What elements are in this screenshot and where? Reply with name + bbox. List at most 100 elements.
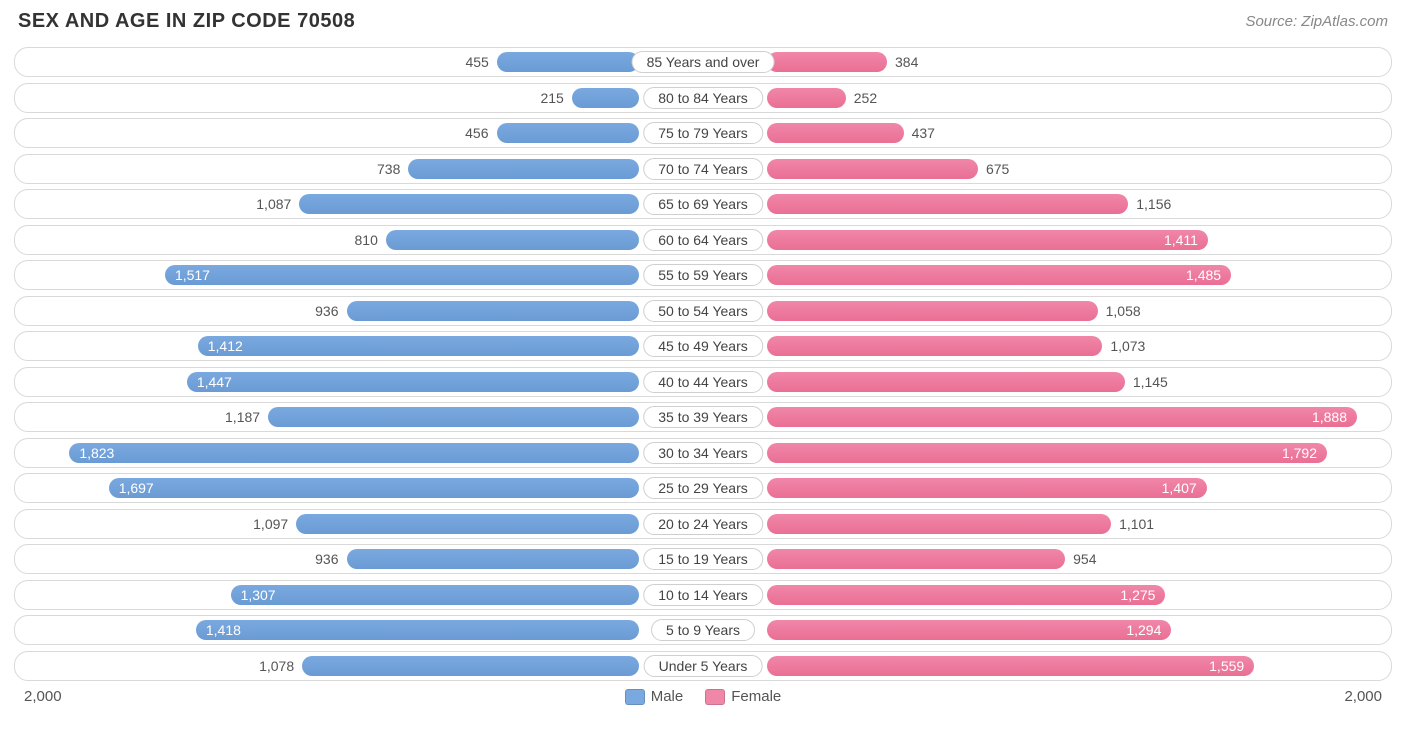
age-group-label: 20 to 24 Years xyxy=(643,513,763,535)
pyramid-row: 456 437 75 to 79 Years xyxy=(14,118,1392,148)
female-bar xyxy=(767,549,1065,569)
age-group-label: Under 5 Years xyxy=(644,655,763,677)
male-bar xyxy=(497,123,640,143)
female-bar: 1,411 xyxy=(767,230,1208,250)
legend-swatch-female xyxy=(705,689,725,705)
female-value: 675 xyxy=(978,161,1017,177)
pyramid-row: 1,087 1,156 65 to 69 Years xyxy=(14,189,1392,219)
female-value: 1,888 xyxy=(1312,409,1347,425)
age-group-label: 75 to 79 Years xyxy=(643,122,763,144)
male-value: 1,412 xyxy=(208,338,243,354)
female-value: 1,073 xyxy=(1102,338,1153,354)
male-value: 456 xyxy=(457,125,496,141)
age-group-label: 15 to 19 Years xyxy=(643,548,763,570)
female-value: 1,559 xyxy=(1209,658,1244,674)
male-bar: 1,412 xyxy=(198,336,639,356)
male-bar xyxy=(347,549,640,569)
female-bar xyxy=(767,88,846,108)
male-bar xyxy=(347,301,640,321)
female-value: 384 xyxy=(887,54,926,70)
female-bar xyxy=(767,123,904,143)
female-value: 1,485 xyxy=(1186,267,1221,283)
age-group-label: 25 to 29 Years xyxy=(643,477,763,499)
age-group-label: 85 Years and over xyxy=(632,51,775,73)
age-group-label: 60 to 64 Years xyxy=(643,229,763,251)
female-bar xyxy=(767,514,1111,534)
female-bar: 1,407 xyxy=(767,478,1207,498)
age-group-label: 65 to 69 Years xyxy=(643,193,763,215)
age-group-label: 80 to 84 Years xyxy=(643,87,763,109)
pyramid-row: 1,697 1,407 25 to 29 Years xyxy=(14,473,1392,503)
chart-footer: 2,000 Male Female 2,000 xyxy=(14,686,1392,705)
male-bar: 1,447 xyxy=(187,372,639,392)
male-value: 1,078 xyxy=(251,658,302,674)
female-bar xyxy=(767,159,978,179)
male-value: 1,517 xyxy=(175,267,210,283)
female-bar: 1,294 xyxy=(767,620,1171,640)
pyramid-row: 738 675 70 to 74 Years xyxy=(14,154,1392,184)
female-bar: 1,559 xyxy=(767,656,1254,676)
population-pyramid-chart: 455 384 85 Years and over 215 252 80 to 84 Ye… xyxy=(14,47,1392,681)
female-bar: 1,888 xyxy=(767,407,1357,427)
age-group-label: 55 to 59 Years xyxy=(643,264,763,286)
male-value: 1,187 xyxy=(217,409,268,425)
male-value: 1,087 xyxy=(248,196,299,212)
male-bar xyxy=(572,88,639,108)
legend: Male Female xyxy=(62,688,1345,705)
female-bar xyxy=(767,194,1128,214)
pyramid-row: 1,078 1,559 Under 5 Years xyxy=(14,651,1392,681)
female-value: 1,792 xyxy=(1282,445,1317,461)
source-attribution: Source: ZipAtlas.com xyxy=(1245,13,1388,30)
male-value: 1,447 xyxy=(197,374,232,390)
female-bar xyxy=(767,336,1102,356)
male-value: 936 xyxy=(307,551,346,567)
male-value: 215 xyxy=(532,90,571,106)
legend-swatch-male xyxy=(625,689,645,705)
pyramid-row: 1,4181,2945 to 9 Years xyxy=(14,615,1392,645)
chart-header: SEX AND AGE IN ZIP CODE 70508 Source: Zi… xyxy=(14,10,1392,33)
male-bar xyxy=(497,52,639,72)
female-bar: 1,485 xyxy=(767,265,1231,285)
female-value: 1,294 xyxy=(1126,622,1161,638)
female-bar: 1,275 xyxy=(767,585,1165,605)
male-bar: 1,697 xyxy=(109,478,639,498)
pyramid-row: 1,412 1,073 45 to 49 Years xyxy=(14,331,1392,361)
male-value: 455 xyxy=(457,54,496,70)
pyramid-row: 1,3071,27510 to 14 Years xyxy=(14,580,1392,610)
male-value: 1,823 xyxy=(79,445,114,461)
legend-item-female: Female xyxy=(705,688,781,705)
age-group-label: 50 to 54 Years xyxy=(643,300,763,322)
female-bar: 1,792 xyxy=(767,443,1327,463)
female-value: 252 xyxy=(846,90,885,106)
age-group-label: 5 to 9 Years xyxy=(651,619,755,641)
female-bar xyxy=(767,372,1125,392)
female-value: 1,275 xyxy=(1120,587,1155,603)
age-group-label: 70 to 74 Years xyxy=(643,158,763,180)
female-value: 1,407 xyxy=(1162,480,1197,496)
male-bar xyxy=(299,194,639,214)
male-value: 1,307 xyxy=(241,587,276,603)
male-value: 936 xyxy=(307,303,346,319)
female-value: 1,145 xyxy=(1125,374,1176,390)
female-value: 954 xyxy=(1065,551,1104,567)
age-group-label: 45 to 49 Years xyxy=(643,335,763,357)
female-bar xyxy=(767,301,1098,321)
legend-label-female: Female xyxy=(731,688,781,705)
pyramid-row: 1,0971,10120 to 24 Years xyxy=(14,509,1392,539)
male-value: 810 xyxy=(347,232,386,248)
male-bar: 1,517 xyxy=(165,265,639,285)
male-value: 738 xyxy=(369,161,408,177)
female-value: 437 xyxy=(904,125,943,141)
female-value: 1,101 xyxy=(1111,516,1162,532)
legend-label-male: Male xyxy=(651,688,684,705)
female-bar xyxy=(767,52,887,72)
pyramid-row: 936 954 15 to 19 Years xyxy=(14,544,1392,574)
female-value: 1,156 xyxy=(1128,196,1179,212)
pyramid-row: 810 1,41160 to 64 Years xyxy=(14,225,1392,255)
pyramid-row: 1,823 1,792 30 to 34 Years xyxy=(14,438,1392,468)
male-bar: 1,823 xyxy=(69,443,639,463)
male-value: 1,697 xyxy=(119,480,154,496)
male-bar xyxy=(408,159,639,179)
male-bar xyxy=(296,514,639,534)
age-group-label: 30 to 34 Years xyxy=(643,442,763,464)
